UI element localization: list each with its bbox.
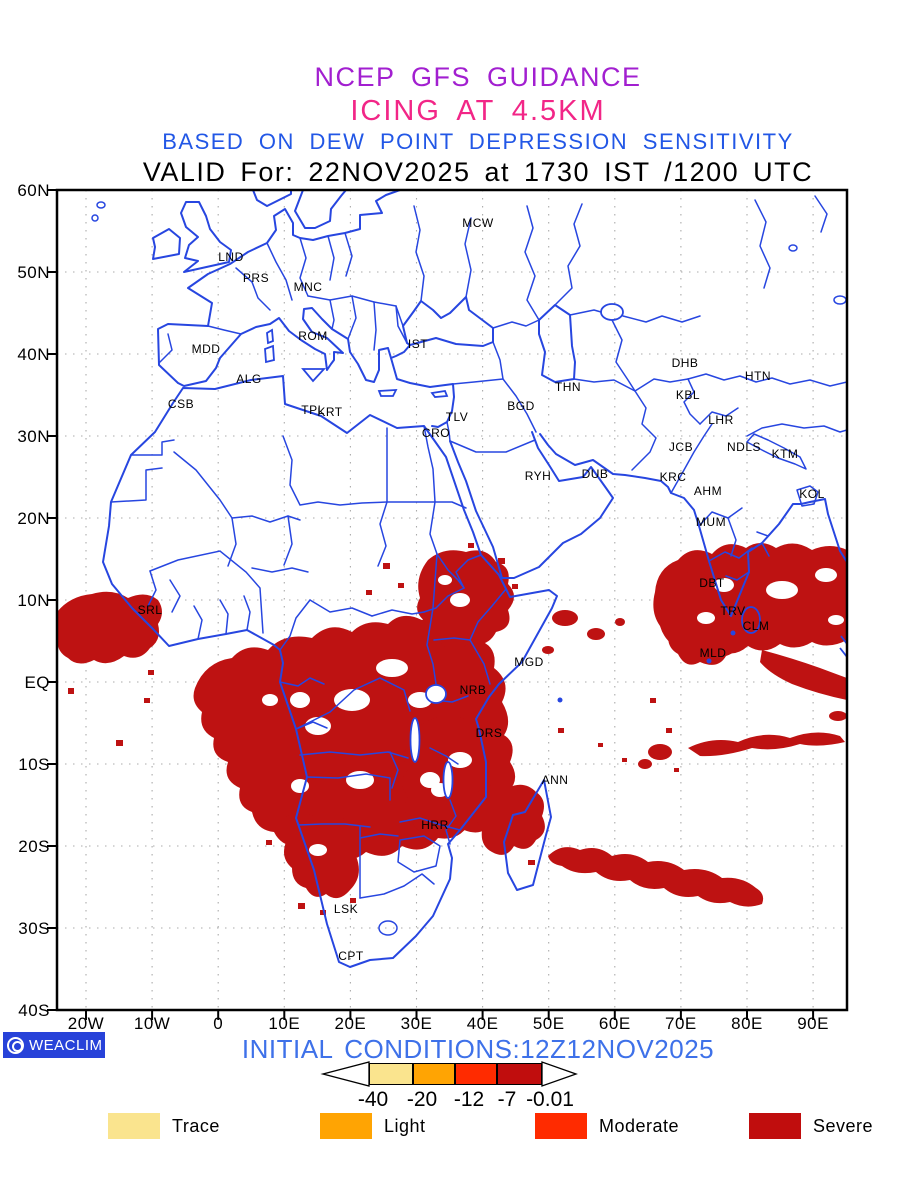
colorbar-cell-moderate	[455, 1063, 497, 1085]
legend-swatch-light	[320, 1113, 372, 1139]
station-label-jcb: JCB	[668, 440, 694, 454]
station-label-prs: PRS	[242, 271, 270, 285]
x-axis-label: 60E	[598, 1014, 631, 1033]
station-label-drs: DRS	[475, 726, 503, 740]
x-axis-label: 10E	[268, 1014, 301, 1033]
x-axis-label: 20W	[67, 1014, 105, 1033]
x-axis-label: 70E	[665, 1014, 697, 1033]
colorbar-tick-label: -20	[406, 1088, 438, 1111]
country-borders	[91, 195, 847, 936]
y-axis-label: 40S	[18, 1001, 50, 1020]
station-label-kbl: KBL	[675, 388, 701, 402]
colorbar-tick-label: -40	[357, 1088, 389, 1111]
station-label-bgd: BGD	[507, 399, 535, 413]
station-label-hrr: HRR	[421, 818, 449, 832]
chart-title-valid-time: VALID For: 22NOV2025 at 1730 IST /1200 U…	[142, 157, 814, 187]
y-axis-label: 30S	[18, 919, 50, 938]
station-label-lsk: LSK	[333, 902, 359, 916]
legend-swatch-moderate	[535, 1113, 587, 1139]
station-label-ktm: KTM	[771, 447, 799, 461]
colorbar-cell-severe	[497, 1063, 542, 1085]
y-axis-label: 10S	[18, 755, 50, 774]
station-label-dub: DUB	[581, 467, 609, 481]
station-label-mdd: MDD	[191, 342, 221, 356]
chart-title-model: NCEP GFS GUIDANCE	[314, 62, 642, 92]
rivers-and-lakes	[149, 425, 736, 831]
y-axis-label: EQ	[24, 673, 50, 692]
colorbar-left-arrow	[320, 1061, 370, 1087]
station-label-trv: TRV	[720, 604, 746, 618]
y-axis-label: 20N	[17, 509, 50, 528]
station-label-htn: HTN	[744, 369, 772, 383]
x-axis-label: 10W	[133, 1014, 171, 1033]
x-axis-label: 90E	[797, 1014, 829, 1033]
station-label-mgd: MGD	[514, 655, 544, 669]
legend-swatch-severe	[749, 1113, 801, 1139]
station-label-mld: MLD	[699, 646, 727, 660]
station-label-krt: KRT	[317, 405, 343, 419]
y-axis-label: 20S	[18, 837, 50, 856]
station-label-cro: CRO	[421, 426, 451, 440]
y-axis-label: 10N	[17, 591, 50, 610]
station-label-mum: MUM	[695, 515, 727, 529]
colorbar-tick-label: -0.01	[526, 1088, 574, 1111]
y-axis-label: 30N	[17, 427, 50, 446]
legend-label-moderate: Moderate	[599, 1116, 680, 1136]
station-label-lhr: LHR	[708, 413, 734, 427]
station-label-nrb: NRB	[459, 683, 487, 697]
logo-ring-icon	[7, 1036, 24, 1054]
station-label-ndls: NDLS	[726, 440, 762, 454]
station-label-srl: SRL	[137, 603, 163, 617]
station-label-lnd: LND	[218, 250, 244, 264]
x-axis-label: 30E	[400, 1014, 433, 1033]
y-axis-label: 60N	[17, 181, 50, 200]
station-label-krc: KRC	[659, 470, 687, 484]
station-label-dhb: DHB	[671, 356, 699, 370]
chart-title-method: BASED ON DEW POINT DEPRESSION SENSITIVIT…	[162, 129, 794, 154]
x-axis-label: 50E	[532, 1014, 565, 1033]
x-axis-label: 20E	[334, 1014, 367, 1033]
x-axis-label: 40E	[466, 1014, 499, 1033]
legend-swatch-trace	[108, 1113, 160, 1139]
station-label-csb: CSB	[167, 397, 195, 411]
station-label-ann: ANN	[541, 773, 569, 787]
station-label-alg: ALG	[236, 372, 262, 386]
y-axis-label: 50N	[17, 263, 50, 282]
legend-label-severe: Severe	[813, 1116, 874, 1136]
station-label-kol: KOL	[799, 487, 825, 501]
station-label-mcw: MCW	[462, 216, 494, 230]
logo-text: WEACLIM	[29, 1036, 103, 1054]
station-label-tpl: TPL	[301, 403, 325, 417]
station-label-ahm: AHM	[693, 484, 723, 498]
y-axis-label: 40N	[17, 345, 50, 364]
station-label-thn: THN	[554, 380, 582, 394]
station-label-ist: IST	[407, 337, 429, 351]
axis-ticks	[47, 189, 815, 1020]
station-label-cpt: CPT	[338, 949, 364, 963]
station-label-rom: ROM	[298, 329, 328, 343]
station-label-mnc: MNC	[293, 280, 323, 294]
chart-title-product: ICING AT 4.5KM	[350, 95, 606, 127]
x-axis-label: 0	[213, 1014, 224, 1033]
colorbar-tick-label: -12	[453, 1088, 485, 1111]
colorbar-right-arrow	[541, 1061, 578, 1087]
station-label-tlv: TLV	[445, 410, 469, 424]
legend-label-trace: Trace	[172, 1116, 220, 1136]
x-axis-label: 80E	[731, 1014, 763, 1033]
station-label-ryh: RYH	[524, 469, 552, 483]
colorbar-tick-label: -7	[497, 1088, 517, 1111]
weaclim-logo: WEACLIM	[3, 1032, 105, 1058]
legend-label-light: Light	[384, 1116, 426, 1136]
initial-conditions-text: INITIAL CONDITIONS:12Z12NOV2025	[241, 1034, 715, 1064]
colorbar-cell-light	[413, 1063, 455, 1085]
colorbar-cell-trace	[369, 1063, 413, 1085]
station-label-dbt: DBT	[699, 576, 725, 590]
station-label-clm: CLM	[742, 619, 770, 633]
map-frame	[55, 188, 849, 1012]
